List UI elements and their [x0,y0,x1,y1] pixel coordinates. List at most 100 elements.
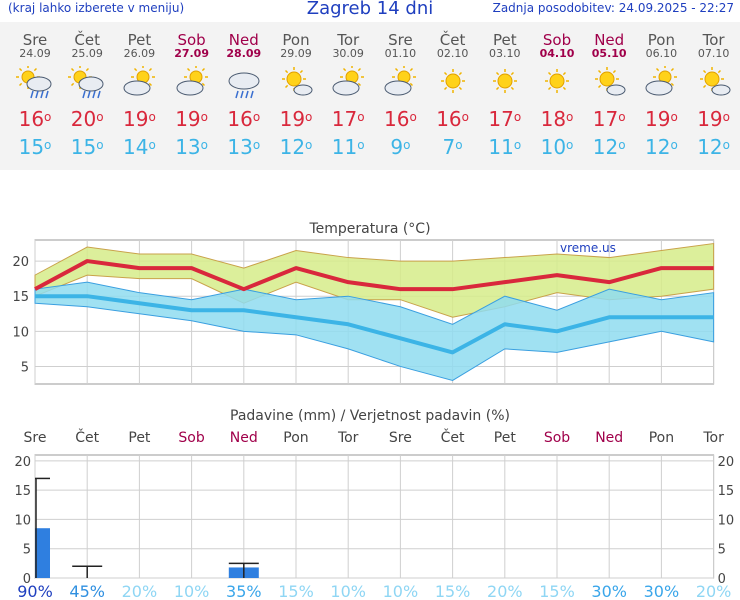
min-temp: 15o [18,135,52,159]
min-temp: 13o [227,135,261,159]
precip-probability: 15% [278,582,314,600]
sun-icon [492,69,517,93]
cloud-rain-icon [228,72,260,99]
x-tick-label: Čet [75,428,99,446]
day-date: 06.10 [645,47,678,60]
day-name: Tor [702,31,725,49]
day-column: Pon 29.09 19o 12o [270,22,322,158]
day-date: 02.10 [436,47,469,60]
day-name: Ned [594,31,625,49]
sun-cloud-icon [123,66,156,96]
day-column: Sob 04.10 18o 10o [531,22,583,158]
x-tick-label: Sre [389,430,412,446]
max-temp: 17o [488,107,522,131]
x-tick-label: Tor [337,430,359,446]
day-name: Sob [177,31,206,49]
sun-icon [440,69,465,93]
y-tick-label: 5 [21,360,29,375]
min-temp: 10o [540,135,574,159]
day-column: Čet 02.10 16o 7o [427,22,479,158]
sun-small-cloud-icon [595,67,626,96]
y-tick-label: 5 [23,543,31,558]
max-temp-line [34,259,714,292]
chart-title: Padavine (mm) / Verjetnost padavin (%) [230,408,510,424]
max-temp: 19o [644,107,678,131]
min-temp: 12o [697,135,730,159]
x-tick-label: Pet [128,430,151,446]
day-name: Pet [127,31,152,49]
x-tick-label: Sob [544,430,570,446]
min-temp: 13o [175,135,208,159]
x-tick-label: Pon [649,430,674,446]
x-tick-label: Tor [702,430,724,446]
y-tick-label-right: 0 [718,572,726,587]
max-temp-range [34,242,715,318]
precip-probability: 20% [122,582,158,600]
day-date: 04.10 [539,47,575,60]
temperature-chart: Temperatura (°C) 5 10 15 20 vreme.us [12,221,715,385]
day-date: 29.09 [280,47,312,60]
sun-small-cloud-icon [699,67,731,96]
max-temp: 17o [331,107,365,131]
last-update: Zadnja posodobitev: 24.09.2025 - 22:27 [492,1,734,15]
max-temp: 18o [540,107,574,131]
precip-probability: 30% [644,582,680,600]
day-name: Tor [337,31,360,49]
day-column: Sre 01.10 16o 9o [374,22,426,158]
day-date: 24.09 [19,47,51,60]
y-tick-label: 15 [14,484,31,499]
y-tick-label-right: 20 [718,455,735,470]
sun-cloud-icon [645,66,678,96]
y-tick-label-right: 10 [718,513,735,528]
precip-probability: 15% [539,582,575,600]
y-tick-label: 20 [12,255,29,270]
y-tick-label-right: 15 [718,484,735,499]
max-temp: 19o [175,107,208,131]
precip-probability: 35% [226,582,262,600]
precip-probability: 20% [487,582,523,600]
max-temp: 17o [592,107,626,131]
day-column: Sob 27.09 19o 13o [166,22,218,158]
precip-probability: 30% [591,582,627,600]
page-title: Zagreb 14 dni [306,0,434,19]
max-temp: 16o [227,107,261,131]
day-date: 05.10 [591,47,627,60]
day-name: Pon [282,31,310,49]
max-temp: 16o [436,107,469,131]
max-temp: 16o [383,107,417,131]
y-tick-label-right: 5 [718,543,726,558]
day-date: 26.09 [123,47,156,60]
precip-probability: 90% [17,582,53,600]
precip-probability: 10% [383,582,419,600]
day-name: Sre [22,31,48,49]
precip-bar [35,528,50,578]
min-temp: 12o [279,135,313,159]
day-name: Čet [439,31,466,49]
max-temp: 19o [697,107,730,131]
y-tick-label: 10 [12,325,29,340]
day-date: 27.09 [174,47,209,60]
x-tick-label: Čet [441,428,465,446]
precip-probability: 10% [330,582,366,600]
location-menu-hint[interactable]: (kraj lahko izberete v meniju) [8,1,185,15]
max-temp: 19o [279,107,313,131]
plot-area [34,454,715,579]
day-date: 07.10 [697,47,730,60]
day-column: Ned 05.10 17o 12o [583,22,635,158]
day-column: Ned 28.09 16o 13o [218,22,270,158]
max-temp: 20o [70,107,104,131]
header: (kraj lahko izberete v meniju) Zagreb 14… [0,0,740,22]
sun-cloud-rain-icon [68,66,104,99]
day-name: Sob [542,31,572,49]
min-temp: 14o [122,135,156,159]
sun-icon [545,69,569,93]
day-date: 25.09 [71,47,103,60]
precip-probability: 10% [174,582,210,600]
y-tick-label: 15 [12,290,29,305]
day-date: 28.09 [226,47,262,60]
y-tick-label: 20 [14,455,31,470]
y-tick-label: 10 [14,513,31,528]
day-date: 01.10 [384,47,417,60]
min-temp: 15o [70,135,104,159]
precipitation-chart: Padavine (mm) / Verjetnost padavin (%) Sr… [14,408,735,600]
